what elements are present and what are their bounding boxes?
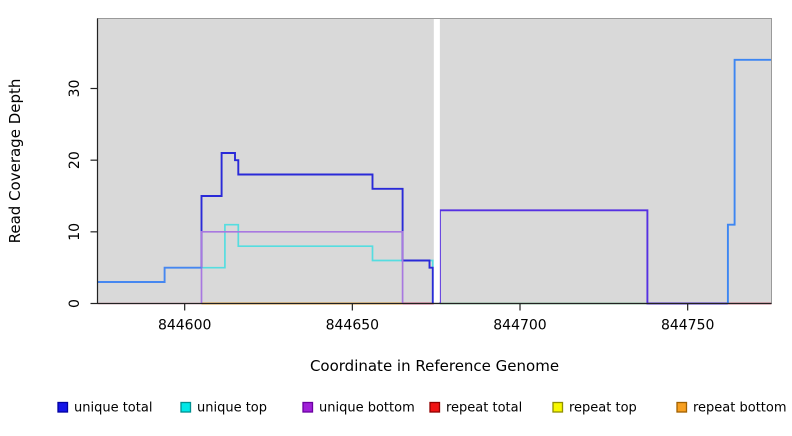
- x-tick-label: 844600: [158, 318, 211, 334]
- legend-label: repeat total: [446, 401, 522, 416]
- x-tick-label: 844700: [493, 318, 546, 334]
- legend-item: unique total: [57, 401, 152, 416]
- plot-frame-layer: [96, 18, 772, 305]
- y-tick-label: 0: [67, 299, 83, 308]
- x-tick-label: 844650: [326, 318, 379, 334]
- legend-swatch: [302, 401, 314, 413]
- legend-swatch: [552, 401, 564, 413]
- legend-label: repeat top: [569, 401, 637, 416]
- gap-band: [433, 17, 440, 303]
- legend-swatch: [180, 401, 192, 413]
- axis-ticks-layer: 844600 844650 844700 844750 0 10 20 30: [67, 80, 714, 334]
- y-tick-label: 20: [67, 151, 83, 169]
- x-axis-label: Coordinate in Reference Genome: [310, 357, 559, 375]
- legend-label: unique bottom: [319, 401, 415, 416]
- legend-swatch: [57, 401, 69, 413]
- legend-swatch: [676, 401, 688, 413]
- legend-item: repeat top: [552, 401, 637, 416]
- unique-total-left: [97, 266, 202, 283]
- legend-label: unique top: [197, 401, 267, 416]
- y-tick-label: 30: [67, 80, 83, 98]
- y-tick-label: 10: [67, 223, 83, 241]
- unique-total-mid: [200, 152, 434, 304]
- legend-swatch: [429, 401, 441, 413]
- gap-band-layer: [433, 17, 440, 303]
- legend: unique total unique top unique bottom repea…: [57, 401, 787, 416]
- legend-item: unique bottom: [302, 401, 415, 416]
- legend-label: unique total: [74, 401, 152, 416]
- legend-label: repeat bottom: [693, 401, 787, 416]
- legend-item: repeat total: [429, 401, 522, 416]
- unique-total-right: [726, 58, 772, 304]
- x-tick-label: 844750: [661, 318, 714, 334]
- legend-item: unique top: [180, 401, 267, 416]
- legend-item: repeat bottom: [676, 401, 787, 416]
- y-axis-label: Read Coverage Depth: [6, 79, 24, 244]
